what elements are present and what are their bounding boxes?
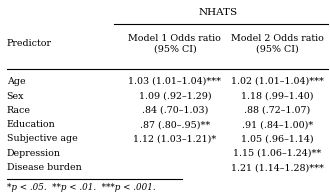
Text: Race: Race xyxy=(7,106,31,115)
Text: .84 (.70–1.03): .84 (.70–1.03) xyxy=(142,106,208,115)
Text: 1.05 (.96–1.14): 1.05 (.96–1.14) xyxy=(241,134,314,143)
Text: .88 (.72–1.07): .88 (.72–1.07) xyxy=(244,106,310,115)
Text: Disease burden: Disease burden xyxy=(7,163,82,172)
Text: 1.18 (.99–1.40): 1.18 (.99–1.40) xyxy=(241,92,314,100)
Text: 1.21 (1.14–1.28)***: 1.21 (1.14–1.28)*** xyxy=(231,163,324,172)
Text: .87 (.80–.95)**: .87 (.80–.95)** xyxy=(140,120,210,129)
Text: *p < .05.  **p < .01.  ***p < .001.: *p < .05. **p < .01. ***p < .001. xyxy=(7,183,155,192)
Text: 1.12 (1.03–1.21)*: 1.12 (1.03–1.21)* xyxy=(133,134,216,143)
Text: Subjective age: Subjective age xyxy=(7,134,77,143)
Text: Depression: Depression xyxy=(7,149,61,158)
Text: Education: Education xyxy=(7,120,55,129)
Text: Age: Age xyxy=(7,77,25,86)
Text: 1.02 (1.01–1.04)***: 1.02 (1.01–1.04)*** xyxy=(231,77,324,86)
Text: 1.03 (1.01–1.04)***: 1.03 (1.01–1.04)*** xyxy=(128,77,221,86)
Text: Predictor: Predictor xyxy=(7,39,51,48)
Text: Sex: Sex xyxy=(7,92,24,100)
Text: Model 2 Odds ratio
(95% CI): Model 2 Odds ratio (95% CI) xyxy=(231,34,324,53)
Text: 1.15 (1.06–1.24)**: 1.15 (1.06–1.24)** xyxy=(233,149,321,158)
Text: .91 (.84–1.00)*: .91 (.84–1.00)* xyxy=(242,120,313,129)
Text: Model 1 Odds ratio
(95% CI): Model 1 Odds ratio (95% CI) xyxy=(128,34,221,53)
Text: NHATS: NHATS xyxy=(198,8,237,17)
Text: 1.09 (.92–1.29): 1.09 (.92–1.29) xyxy=(139,92,211,100)
